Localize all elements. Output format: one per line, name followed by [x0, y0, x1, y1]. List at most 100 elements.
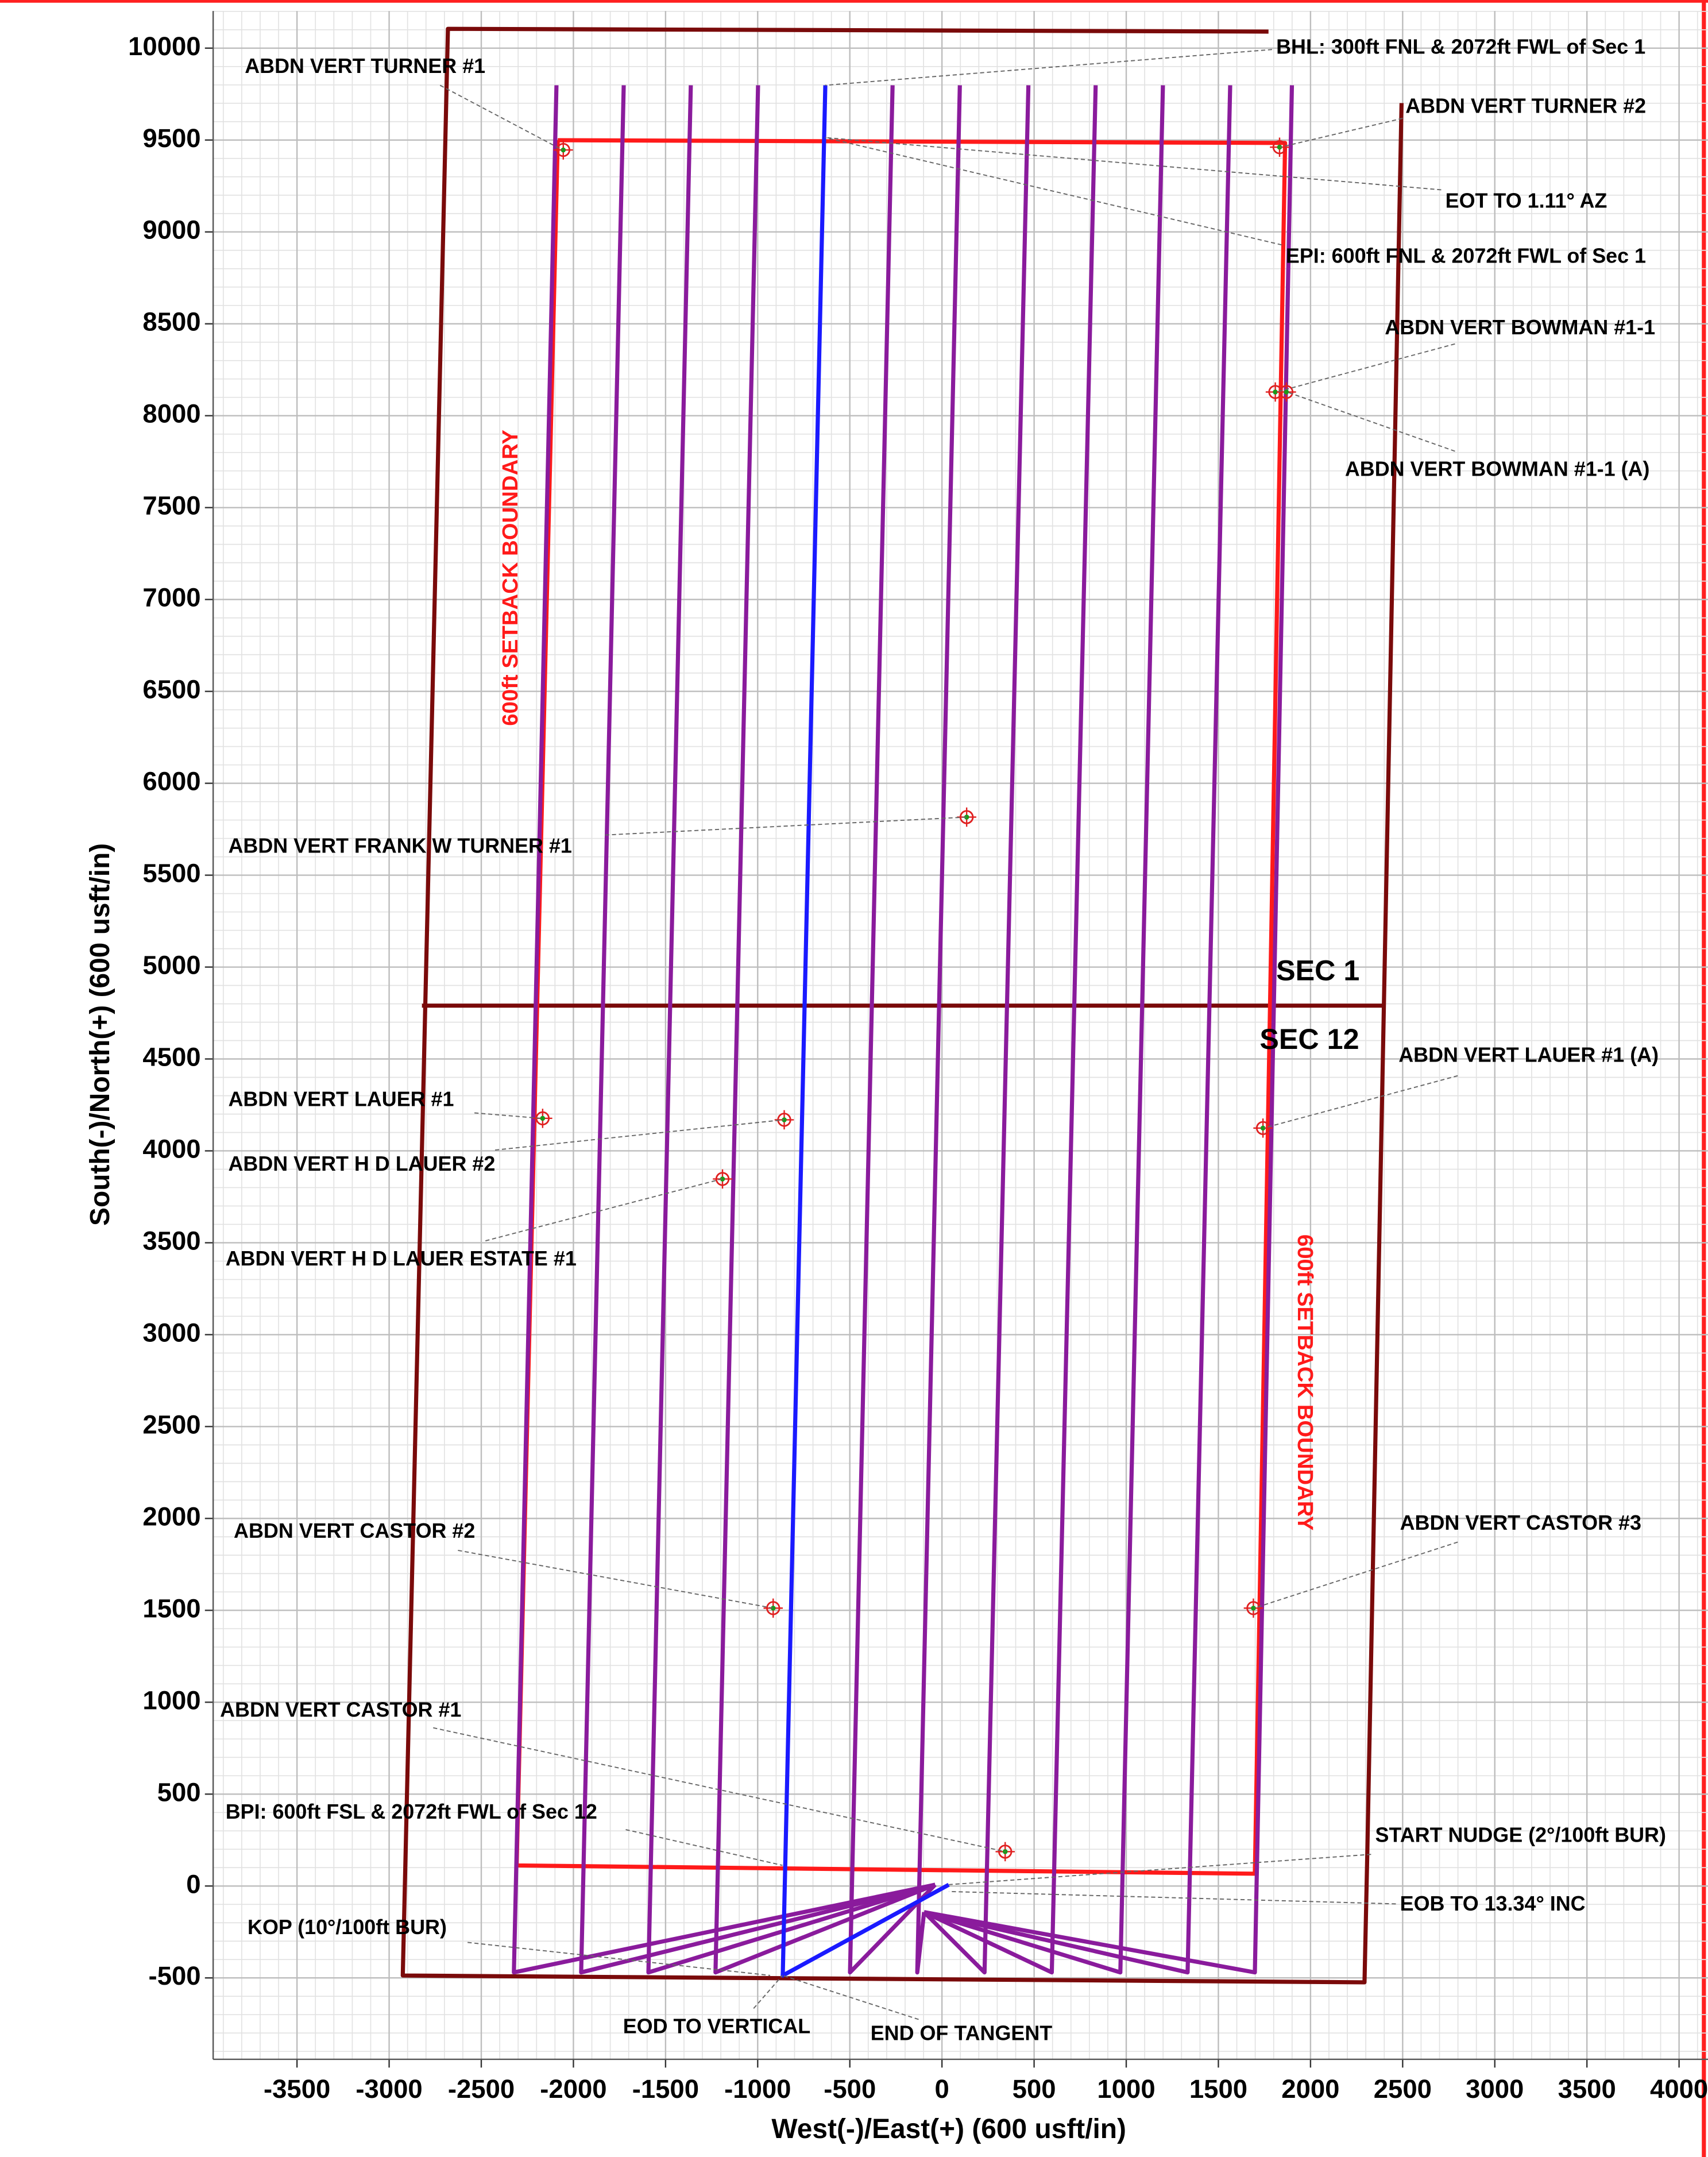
y-tick-label: 0 [186, 1869, 200, 1899]
annotation: ABDN VERT H D LAUER ESTATE #1 [226, 1247, 577, 1270]
abandoned-well [1277, 382, 1296, 402]
leader-line [494, 1119, 784, 1151]
x-tick-label: 1500 [1189, 2074, 1247, 2104]
abandoned-well [713, 1169, 732, 1189]
annotation: ABDN VERT CASTOR #1 [220, 1698, 461, 1722]
leader-line [605, 816, 967, 836]
well-line [713, 85, 936, 1975]
well-symbol [1251, 1606, 1256, 1611]
well-symbol [720, 1176, 725, 1182]
annotation: ABDN VERT BOWMAN #1-1 (A) [1345, 457, 1650, 480]
x-tick-label: 2500 [1374, 2074, 1432, 2104]
x-tick-label: -1000 [724, 2074, 791, 2104]
leader-line [439, 84, 563, 151]
y-tick-label: 2000 [142, 1502, 200, 1531]
y-axis-label: South(-)/North(+) (600 usft/in) [85, 843, 115, 1226]
x-tick-label: -3500 [264, 2074, 330, 2104]
well-line [848, 85, 937, 1975]
y-tick-label: 5500 [142, 859, 200, 888]
x-tick-label: -1500 [632, 2074, 699, 2104]
x-tick-label: -500 [824, 2074, 876, 2104]
well-line [579, 85, 936, 1975]
x-tick-label: -2000 [540, 2074, 606, 2104]
leader-line [949, 1854, 1371, 1885]
y-tick-label: 3500 [142, 1226, 200, 1255]
well-symbol [540, 1116, 546, 1121]
leader-line [949, 1890, 1396, 1905]
leader-line [474, 1112, 542, 1119]
well-line [780, 85, 950, 1978]
y-tick-label: 9500 [142, 124, 200, 153]
abandoned-well [1243, 1598, 1263, 1618]
annotation: EPI: 600ft FNL & 2072ft FWL of Sec 1 [1286, 244, 1646, 267]
annotation: ABDN VERT CASTOR #2 [234, 1519, 475, 1542]
leader-line [825, 137, 1282, 246]
x-tick-label: 0 [935, 2074, 949, 2104]
y-tick-label: 8000 [142, 399, 200, 429]
annotation: START NUDGE (2°/100ft BUR) [1375, 1823, 1666, 1847]
well-line [400, 26, 1404, 1985]
y-tick-label: 4000 [142, 1134, 200, 1163]
annotation: EOB TO 13.34° INC [1400, 1892, 1586, 1915]
leader-line [1276, 343, 1455, 393]
x-tick-label: 500 [1013, 2074, 1056, 2104]
well-symbol [1273, 389, 1278, 395]
well-line [923, 85, 1165, 1975]
leader-line [825, 49, 1273, 86]
well-line [923, 85, 1098, 1975]
y-tick-label: 2500 [142, 1410, 200, 1439]
x-tick-label: -2500 [448, 2074, 515, 2104]
y-tick-label: 3000 [142, 1318, 200, 1347]
abandoned-well [763, 1598, 783, 1618]
y-tick-label: 6500 [142, 675, 200, 704]
abandoned-well [957, 807, 976, 827]
x-tick-label: 3500 [1558, 2074, 1616, 2104]
annotation: EOD TO VERTICAL [623, 2014, 810, 2038]
annotation: KOP (10°/100ft BUR) [248, 1915, 447, 1939]
annotation: SEC 1 [1276, 954, 1359, 986]
well-line [646, 85, 936, 1975]
annotation: BHL: 300ft FNL & 2072ft FWL of Sec 1 [1276, 34, 1645, 58]
annotation: ABDN VERT FRANK W TURNER #1 [228, 834, 571, 858]
well-symbol [1260, 1125, 1266, 1131]
well-line [923, 85, 1294, 1975]
annotation: SEC 12 [1259, 1022, 1359, 1055]
abandoned-well [1270, 137, 1289, 157]
annotation: BPI: 600ft FSL & 2072ft FWL of Sec 12 [226, 1800, 597, 1823]
well-symbol [964, 815, 969, 820]
y-tick-label: 1500 [142, 1593, 200, 1623]
y-tick-label: 7000 [142, 583, 200, 612]
y-tick-label: 4500 [142, 1043, 200, 1072]
annotation: EOT TO 1.11° AZ [1446, 189, 1607, 213]
well-symbol [770, 1606, 776, 1611]
leader-line [782, 1974, 919, 2020]
leader-line [1286, 391, 1455, 452]
abandoned-well [1253, 1118, 1273, 1138]
y-tick-label: 6000 [142, 767, 200, 796]
annotation: ABDN VERT LAUER #1 [228, 1087, 454, 1110]
x-tick-label: 4000 [1650, 2074, 1708, 2104]
leader-line [1263, 1075, 1458, 1129]
y-tick-label: 500 [157, 1777, 201, 1807]
leader-line [433, 1727, 1006, 1853]
well-symbol [782, 1117, 787, 1122]
y-tick-label: 10000 [128, 32, 200, 61]
leader-line [458, 1549, 773, 1609]
y-tick-label: 8500 [142, 307, 200, 337]
annotation: ABDN VERT H D LAUER #2 [228, 1152, 495, 1175]
x-tick-label: 1000 [1097, 2074, 1155, 2104]
annotation: ABDN VERT BOWMAN #1-1 [1385, 315, 1655, 339]
y-tick-label: 7500 [142, 491, 200, 520]
well-symbol [561, 147, 566, 153]
well-line [922, 85, 1031, 1975]
leader-line [1254, 1541, 1458, 1609]
well-line [512, 85, 936, 1975]
x-axis-label: West(-)/East(+) (600 usft/in) [771, 2114, 1126, 2144]
abandoned-well [774, 1110, 794, 1130]
y-tick-label: -500 [149, 1961, 201, 1990]
well-line [923, 85, 1232, 1975]
well-line [915, 85, 962, 1975]
y-tick-label: 9000 [142, 215, 200, 245]
